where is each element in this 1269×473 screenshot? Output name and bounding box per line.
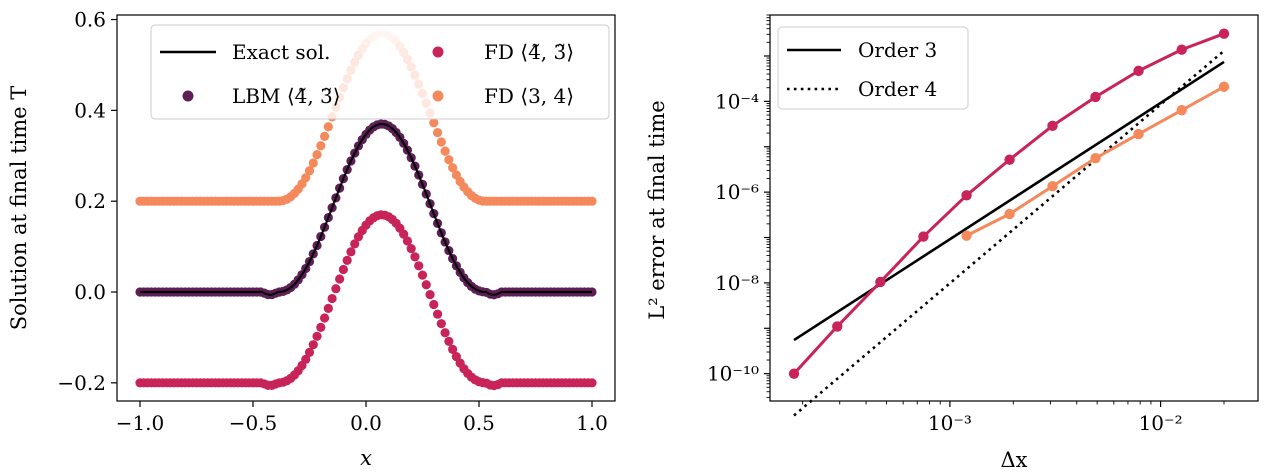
left-legend: Exact sol. LBM ⟨4̃, 3̃⟩ FD ⟨4̃, 3̃⟩ FD ⟨… — [151, 25, 609, 119]
error-data-point — [1219, 82, 1229, 92]
data-point-fd-4-3- — [312, 332, 321, 341]
left-x-tick-label: 0.0 — [350, 411, 382, 435]
right-legend: Order 3 Order 4 — [778, 27, 968, 109]
exact-solution-line — [140, 124, 592, 295]
error-data-point — [1090, 153, 1100, 163]
data-point-fd-4-3- — [346, 247, 355, 256]
left-x-tick-label: −1.0 — [116, 411, 165, 435]
data-point-fd-4-3- — [339, 265, 348, 274]
legend-label-order4: Order 4 — [858, 77, 937, 101]
error-data-point — [961, 190, 971, 200]
error-data-point — [1133, 66, 1143, 76]
data-point-fd-4-3- — [414, 261, 423, 270]
data-point-fd-4-3- — [320, 313, 329, 322]
data-point-fd-3-4- — [320, 132, 329, 141]
left-y-tick-label: 0.2 — [74, 189, 106, 213]
left-x-tick-label: 0.5 — [463, 411, 495, 435]
data-point-fd-3-4- — [324, 122, 333, 131]
data-point-fd-4-3- — [441, 328, 450, 337]
error-data-point — [1047, 181, 1057, 191]
error-data-point — [961, 230, 971, 240]
data-point-fd-4-3- — [425, 290, 434, 299]
data-point-fd-4-3- — [437, 319, 446, 328]
data-point-fd-3-4- — [441, 147, 450, 156]
error-data-point — [1004, 209, 1014, 219]
data-point-fd-4-3- — [410, 252, 419, 261]
data-point-fd-4-3- — [407, 244, 416, 253]
error-data-point — [1177, 44, 1187, 54]
data-point-fd-3-4- — [429, 118, 438, 127]
legend-label-order3: Order 3 — [858, 38, 937, 62]
right-x-ticks: 10⁻³ 10⁻² — [803, 401, 1224, 435]
right-y-tick-label: 10⁻⁶ — [715, 180, 759, 204]
data-point-fd-4-3- — [429, 300, 438, 309]
left-y-axis-label: Solution at final time T — [7, 86, 31, 331]
error-data-point — [875, 277, 885, 287]
left-y-tick-label: 0.4 — [74, 98, 106, 122]
legend-marker-fd-tilde — [433, 47, 444, 58]
error-data-point — [918, 231, 928, 241]
error-data-point — [1090, 92, 1100, 102]
data-point-fd-4-3- — [324, 304, 333, 313]
data-point-fd-3-4- — [437, 137, 446, 146]
data-point-fd-4-3- — [331, 284, 340, 293]
data-point-fd-4-3- — [328, 294, 337, 303]
legend-marker-fd-34 — [433, 91, 444, 102]
error-data-point — [1177, 105, 1187, 115]
left-x-tick-label: −0.5 — [229, 411, 278, 435]
left-y-ticks: −0.2 0.0 0.2 0.4 0.6 — [57, 8, 117, 395]
right-x-tick-label: 10⁻² — [1139, 411, 1183, 435]
legend-label-exact: Exact sol. — [232, 40, 330, 64]
right-x-tick-label: 10⁻³ — [928, 411, 972, 435]
data-point-fd-4-3- — [309, 340, 318, 349]
right-y-tick-label: 10⁻⁸ — [715, 271, 759, 295]
left-x-axis-label: x — [360, 446, 372, 470]
right-y-tick-label: 10⁻⁴ — [715, 89, 759, 113]
left-chart: −1.0 −0.5 0.0 0.5 1.0 −0.2 0.0 0.2 0.4 0.6 x Sol… — [7, 8, 615, 470]
data-point-fd-4-3- — [433, 310, 442, 319]
right-chart: 10⁻³ 10⁻² 10⁻¹⁰ 10⁻⁸ 10⁻⁶ 10⁻⁴ Δx L² error a… — [645, 15, 1258, 472]
data-point-fd-4-3- — [444, 337, 453, 346]
left-y-tick-label: 0.0 — [74, 280, 106, 304]
right-y-tick-label: 10⁻¹⁰ — [707, 362, 759, 386]
legend-label-fd-tilde: FD ⟨4̃, 3̃⟩ — [484, 40, 574, 64]
left-y-tick-label: 0.6 — [74, 8, 106, 32]
left-y-tick-label: −0.2 — [57, 371, 106, 395]
legend-marker-lbm — [183, 91, 194, 102]
data-point-fd-4-3- — [343, 256, 352, 265]
right-x-axis-label: Δx — [1000, 448, 1027, 472]
data-point-fd-3-4- — [312, 150, 321, 159]
data-point-fd-3-4- — [587, 197, 596, 206]
data-point-fd-3-4- — [433, 128, 442, 137]
error-data-point — [1047, 121, 1057, 131]
error-data-point — [789, 368, 799, 378]
error-data-point — [1004, 154, 1014, 164]
error-data-point — [1133, 129, 1143, 139]
data-point-fd-4-3- — [316, 323, 325, 332]
data-point-fd-3-4- — [309, 158, 318, 167]
data-point-fd-3-4- — [444, 155, 453, 164]
error-data-point — [1219, 28, 1229, 38]
left-x-ticks: −1.0 −0.5 0.0 0.5 1.0 — [116, 401, 608, 435]
legend-label-fd-34: FD ⟨3, 4⟩ — [484, 84, 574, 108]
right-y-ticks: 10⁻¹⁰ 10⁻⁸ 10⁻⁶ 10⁻⁴ — [707, 15, 770, 397]
data-point-fd-4-3- — [335, 274, 344, 283]
left-x-tick-label: 1.0 — [576, 411, 608, 435]
legend-label-lbm: LBM ⟨4̃, 3̃⟩ — [232, 84, 341, 108]
right-y-axis-label: L² error at final time — [645, 100, 669, 319]
error-data-point — [832, 321, 842, 331]
data-point-fd-4-3- — [422, 280, 431, 289]
data-point-fd-3-4- — [316, 141, 325, 150]
data-point-fd-4-3- — [587, 378, 596, 387]
data-point-fd-4-3- — [418, 271, 427, 280]
